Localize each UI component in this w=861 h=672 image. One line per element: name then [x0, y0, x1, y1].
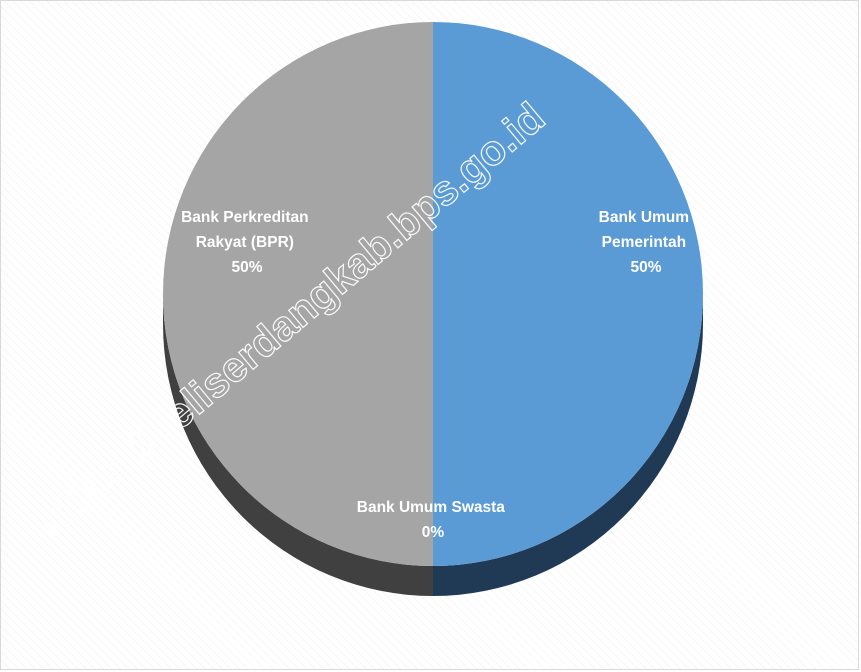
pie-slice-0 — [433, 22, 703, 566]
pie-slices — [163, 22, 703, 566]
